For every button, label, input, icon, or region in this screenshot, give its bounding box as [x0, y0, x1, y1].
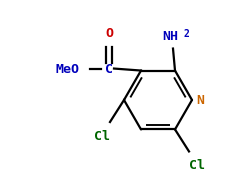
- Text: C: C: [105, 63, 113, 76]
- Text: MeO: MeO: [56, 63, 80, 76]
- Text: O: O: [105, 27, 113, 40]
- Text: N: N: [196, 93, 204, 107]
- Text: NH: NH: [162, 30, 178, 43]
- Text: 2: 2: [183, 29, 189, 39]
- Text: Cl: Cl: [189, 159, 205, 172]
- Text: Cl: Cl: [94, 130, 110, 143]
